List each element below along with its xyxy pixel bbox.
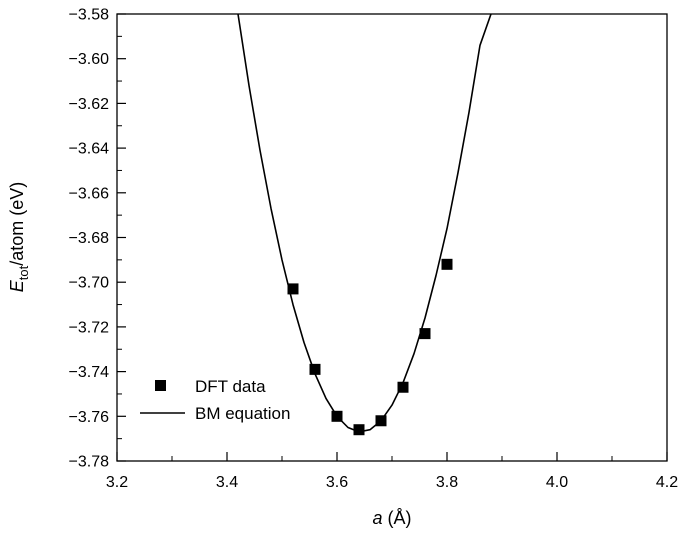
dft-data-point	[441, 258, 453, 270]
y-tick-label: −3.60	[69, 51, 110, 68]
x-axis-title: a (Å)	[372, 508, 411, 528]
y-tick-label: −3.68	[69, 230, 110, 247]
x-tick-label: 3.8	[436, 474, 458, 491]
y-axis-title-sub: tot	[16, 265, 31, 280]
x-axis-title-main: a	[372, 508, 382, 528]
x-tick-label: 4.2	[656, 474, 678, 491]
dft-data-point	[287, 283, 299, 295]
legend-label-bm: BM equation	[195, 404, 290, 423]
plot-frame	[116, 13, 668, 462]
y-tick-label: −3.62	[69, 96, 110, 113]
y-tick-label: −3.66	[69, 185, 110, 202]
y-tick-label: −3.76	[69, 409, 110, 426]
y-axis-title-main: E	[7, 279, 27, 292]
y-tick-label: −3.78	[69, 454, 110, 471]
y-axis-title-rest: /atom (eV)	[7, 182, 27, 266]
dft-data-point	[353, 424, 365, 436]
dft-data-point	[397, 381, 409, 393]
ticks-layer: −3.58 −3.60 −3.62 −3.64 −3.66 −3.68 −3.70 −3.72…	[69, 7, 679, 492]
y-axis-title: Etot/atom (eV)	[7, 182, 31, 293]
x-tick-label: 3.4	[216, 474, 238, 491]
bm-equation-line	[237, 13, 492, 433]
dft-data-point	[375, 415, 387, 427]
dft-data-point	[331, 410, 343, 422]
x-tick-label: 4.0	[546, 474, 568, 491]
x-tick-label: 3.6	[326, 474, 348, 491]
x-tick-label: 3.2	[106, 474, 128, 491]
y-tick-label: −3.72	[69, 319, 110, 336]
legend-marker-dft	[155, 380, 166, 391]
legend: DFT data BM equation	[140, 377, 290, 423]
y-tick-label: −3.64	[69, 141, 110, 158]
dft-data-point	[309, 363, 321, 375]
y-tick-label: −3.74	[69, 364, 110, 381]
legend-label-dft: DFT data	[195, 377, 266, 396]
dft-data-point	[419, 328, 431, 340]
x-axis-title-unit: (Å)	[383, 508, 412, 528]
y-tick-label: −3.58	[69, 7, 110, 24]
y-tick-label: −3.70	[69, 275, 110, 292]
series-layer	[237, 13, 492, 436]
